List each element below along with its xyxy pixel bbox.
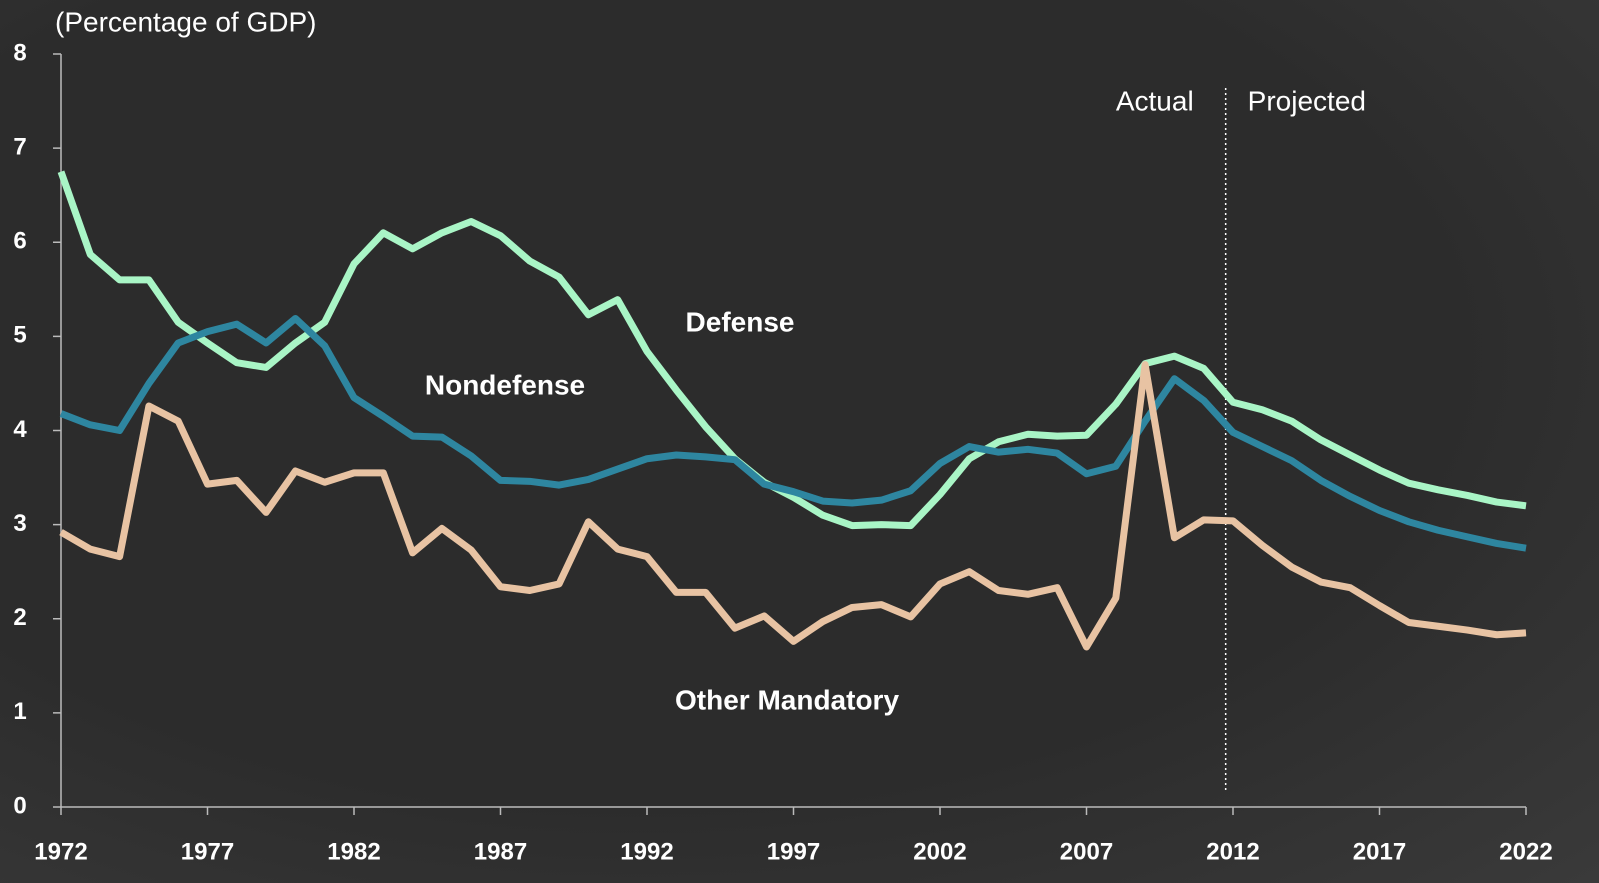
x-tick-label: 2012 [1206,838,1259,865]
x-tick-label: 2002 [913,838,966,865]
y-axis-label: (Percentage of GDP) [55,6,316,37]
x-tick-label: 1992 [620,838,673,865]
line-series [57,170,1527,530]
y-tick-label: 1 [13,698,26,725]
x-tick-label: 1977 [181,838,234,865]
annotation: Actual [1116,85,1194,116]
annotation: Projected [1248,85,1366,116]
series-label: Other Mandatory [675,684,899,715]
x-tick-label: 1972 [34,838,87,865]
line-series [59,314,1527,552]
y-tick-label: 8 [13,39,26,66]
y-tick-label: 4 [13,416,27,443]
y-tick-label: 6 [13,228,26,255]
y-tick-label: 5 [13,322,26,349]
x-tick-label: 2007 [1060,838,1113,865]
x-tick-label: 1982 [327,838,380,865]
line-series [59,361,1527,651]
y-tick-label: 7 [13,133,26,160]
series-label: Defense [686,306,795,337]
x-tick-label: 2022 [1499,838,1552,865]
x-tick-label: 1997 [767,838,820,865]
x-tick-label: 2017 [1353,838,1406,865]
y-tick-label: 3 [13,510,26,537]
y-tick-label: 0 [13,792,26,819]
y-tick-label: 2 [13,604,26,631]
series-label: Nondefense [425,369,585,400]
x-tick-label: 1987 [474,838,527,865]
